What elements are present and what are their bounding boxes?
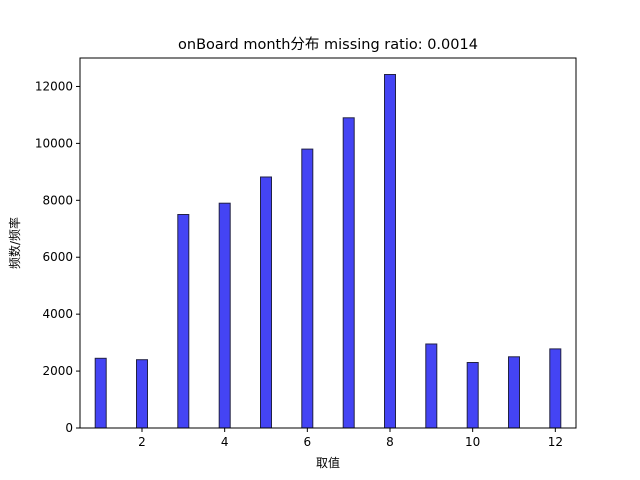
bar: [136, 359, 148, 429]
bar: [342, 117, 355, 429]
y-tick-label: 0: [65, 421, 73, 435]
bar: [177, 214, 190, 429]
chart-title: onBoard month分布 missing ratio: 0.0014: [178, 36, 478, 53]
bar: [425, 343, 438, 429]
y-tick-label: 10000: [35, 136, 73, 150]
x-tick-label: 8: [386, 435, 394, 449]
y-tick-label: 2000: [42, 364, 73, 378]
bars-group: [94, 74, 562, 429]
x-axis-label: 取值: [316, 455, 340, 470]
x-tick-label: 2: [138, 435, 146, 449]
y-axis-label: 频数/频率: [7, 217, 22, 269]
y-tick-label: 4000: [42, 307, 73, 321]
y-tick-label: 8000: [42, 193, 73, 207]
y-tick-label: 12000: [35, 79, 73, 93]
bar: [466, 362, 479, 429]
bar: [549, 348, 562, 429]
y-axis: 0 2000 4000 6000 8000 10000 12000: [35, 79, 80, 435]
x-tick-label: 6: [304, 435, 312, 449]
bar: [94, 357, 107, 429]
x-tick-label: 4: [221, 435, 229, 449]
bar: [218, 202, 231, 429]
x-axis: 2 4 6 8 10 12: [138, 428, 563, 449]
x-tick-label: 12: [548, 435, 563, 449]
plot-area-frame: [79, 57, 577, 429]
bar: [384, 74, 396, 429]
bar: [301, 148, 314, 429]
x-tick-label: 10: [465, 435, 480, 449]
bar: [508, 356, 520, 429]
y-tick-label: 6000: [42, 250, 73, 264]
bar: [260, 176, 272, 429]
